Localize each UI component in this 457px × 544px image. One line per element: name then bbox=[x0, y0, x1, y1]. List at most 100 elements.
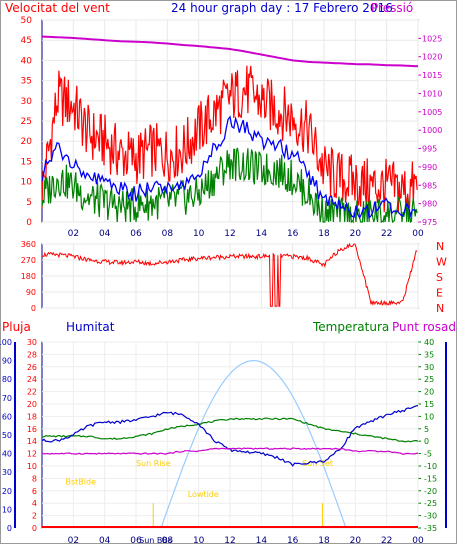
temperature-y-tick-label: 10 bbox=[424, 412, 434, 421]
annotation-label: Lowtide bbox=[188, 490, 219, 499]
compass-label: N bbox=[436, 302, 444, 315]
temperature-axis-label: Temperatura bbox=[312, 320, 389, 334]
rain-y-tick-label: 2 bbox=[32, 512, 37, 521]
x-tick-label: 04 bbox=[99, 229, 111, 239]
annotation-label: Sun Rise bbox=[136, 459, 171, 468]
rain-y-tick-label: 28 bbox=[27, 350, 37, 359]
humidity-y-tick-label: 90 bbox=[2, 357, 12, 366]
pressure-y-tick-label: 980 bbox=[422, 200, 437, 209]
humidity-y-tick-label: 100 bbox=[0, 338, 12, 347]
average-wind-series-line bbox=[41, 115, 417, 220]
pressure-axis-label: Pressió bbox=[371, 1, 413, 15]
x-tick-label: 16 bbox=[287, 229, 299, 239]
temperature-series-line bbox=[42, 417, 419, 443]
temperature-y-tick-label: -5 bbox=[424, 450, 432, 459]
x-tick-label: 00 bbox=[412, 229, 424, 239]
rain-y-tick-label: 12 bbox=[27, 450, 37, 459]
dewpoint-axis-label: Punt rosada bbox=[392, 320, 457, 334]
temperature-y-tick-label: 35 bbox=[424, 350, 434, 359]
rain-y-tick-label: 26 bbox=[27, 363, 37, 372]
humidity-y-tick-label: 10 bbox=[2, 505, 12, 514]
temperature-y-tick-label: -10 bbox=[424, 462, 437, 471]
pressure-y-tick-label: 985 bbox=[422, 181, 437, 190]
x-tick-label: 00 bbox=[412, 536, 424, 544]
wind-y-tick-label: 50 bbox=[21, 16, 33, 26]
temperature-y-tick-label: 5 bbox=[424, 425, 429, 434]
rain-y-tick-label: 6 bbox=[32, 487, 37, 496]
x-tick-label: 08 bbox=[162, 229, 174, 239]
rain-y-tick-label: 24 bbox=[27, 375, 37, 384]
wind-y-tick-label: 35 bbox=[21, 77, 32, 87]
compass-label: E bbox=[436, 287, 443, 300]
dewpoint-series-line bbox=[41, 447, 419, 455]
wind-direction-line bbox=[41, 242, 418, 307]
temperature-y-tick-label: -25 bbox=[424, 499, 437, 508]
humidity-y-tick-label: 30 bbox=[2, 468, 12, 477]
humidity-y-tick-label: 40 bbox=[2, 450, 12, 459]
x-tick-label: 12 bbox=[224, 536, 235, 544]
chart-title: 24 hour graph day : 17 Febrero 2016 bbox=[171, 1, 393, 15]
x-tick-label: 20 bbox=[350, 536, 362, 544]
humidity-y-tick-label: 60 bbox=[2, 412, 12, 421]
humidity-axis-label: Humitat bbox=[66, 320, 115, 334]
direction-y-tick-label: 90 bbox=[26, 288, 36, 297]
humidity-y-tick-label: 50 bbox=[2, 431, 12, 440]
direction-y-tick-label: 270 bbox=[21, 256, 36, 265]
x-tick-label: 22 bbox=[381, 536, 392, 544]
pressure-y-tick-label: 1000 bbox=[422, 126, 442, 135]
wind-y-tick-label: 20 bbox=[21, 137, 33, 147]
pressure-y-tick-label: 1025 bbox=[422, 34, 442, 43]
rain-y-tick-label: 8 bbox=[32, 474, 37, 483]
wind-y-tick-label: 0 bbox=[26, 218, 32, 228]
rain-axis-label: Pluja bbox=[2, 320, 31, 334]
pressure-y-tick-label: 1020 bbox=[422, 53, 442, 62]
humidity-y-tick-label: 20 bbox=[2, 487, 12, 496]
pressure-y-tick-label: 1005 bbox=[422, 108, 442, 117]
x-tick-label: 06 bbox=[130, 229, 142, 239]
temperature-y-tick-label: -30 bbox=[424, 512, 437, 521]
wind-y-tick-label: 40 bbox=[21, 56, 33, 66]
wind-axis-label: Velocitat del vent bbox=[5, 1, 110, 15]
rain-y-tick-label: 16 bbox=[27, 425, 37, 434]
temperature-y-tick-label: 30 bbox=[424, 363, 434, 372]
rain-y-tick-label: 22 bbox=[27, 388, 37, 397]
temperature-y-tick-label: 40 bbox=[424, 338, 434, 347]
x-tick-label: 14 bbox=[256, 536, 268, 544]
pressure-y-tick-label: 1015 bbox=[422, 71, 442, 80]
rain-y-tick-label: 20 bbox=[27, 400, 37, 409]
x-tick-label: 08 bbox=[162, 536, 174, 544]
compass-label: W bbox=[436, 256, 447, 269]
rain-y-tick-label: 18 bbox=[27, 412, 37, 421]
x-tick-label: 02 bbox=[68, 536, 79, 544]
x-tick-label: 02 bbox=[68, 229, 79, 239]
direction-y-tick-label: 0 bbox=[31, 304, 36, 313]
gust-series-line bbox=[41, 65, 418, 213]
pressure-y-tick-label: 1010 bbox=[422, 89, 442, 98]
annotation-label: Sun BBs bbox=[139, 536, 172, 544]
rain-y-tick-label: 10 bbox=[27, 462, 37, 471]
humidity-y-tick-label: 80 bbox=[2, 375, 12, 384]
wind-y-tick-label: 15 bbox=[21, 157, 32, 167]
wind-y-tick-label: 25 bbox=[21, 117, 32, 127]
rain-y-tick-label: 14 bbox=[27, 437, 37, 446]
temperature-y-tick-label: 20 bbox=[424, 388, 434, 397]
x-tick-label: 18 bbox=[318, 536, 330, 544]
annotation-label: BstBlde bbox=[66, 478, 97, 487]
x-tick-label: 12 bbox=[224, 229, 235, 239]
compass-label: S bbox=[436, 271, 443, 284]
direction-y-tick-label: 180 bbox=[21, 272, 36, 281]
temperature-y-tick-label: -20 bbox=[424, 487, 437, 496]
rain-y-tick-label: 4 bbox=[32, 499, 37, 508]
humidity-y-tick-label: 0 bbox=[7, 524, 12, 533]
wind-y-tick-label: 30 bbox=[21, 97, 33, 107]
wind-y-tick-label: 45 bbox=[21, 36, 32, 46]
pressure-y-tick-label: 995 bbox=[422, 145, 437, 154]
sun-elevation-line bbox=[160, 359, 347, 529]
x-tick-label: 22 bbox=[381, 229, 392, 239]
pressure-y-tick-label: 990 bbox=[422, 163, 437, 172]
rain-y-tick-label: 0 bbox=[32, 524, 37, 533]
x-tick-label: 20 bbox=[350, 229, 362, 239]
wind-pressure-panel: 0510152025303540455097598098599099510001… bbox=[21, 16, 443, 239]
x-tick-label: 16 bbox=[287, 536, 299, 544]
x-tick-label: 18 bbox=[318, 229, 330, 239]
